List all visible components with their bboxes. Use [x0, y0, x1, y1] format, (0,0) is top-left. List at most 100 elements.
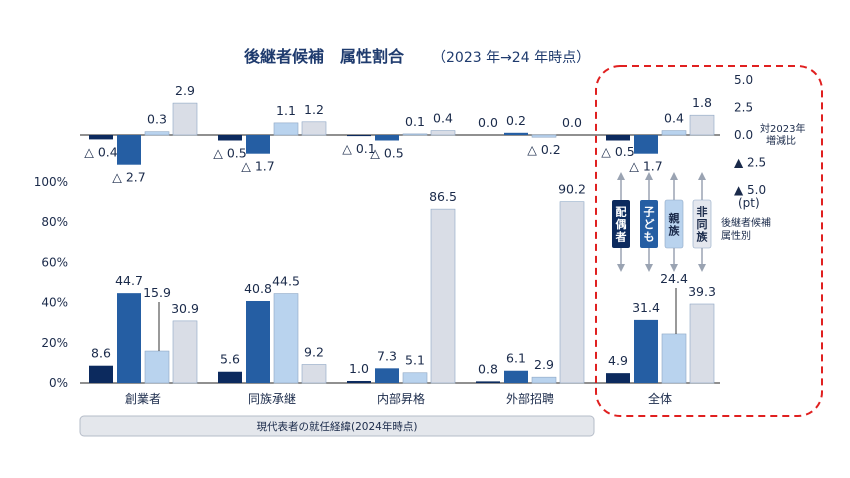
bar — [559, 201, 585, 384]
legend-label: 非同族 — [697, 205, 709, 244]
change-y-tick-label: ▲ 5.0 — [734, 183, 766, 197]
bar — [430, 208, 456, 384]
x-axis-label: 現代表者の就任経緯(2024年時点) — [257, 420, 418, 433]
y-tick-label: 80% — [41, 215, 68, 229]
y-tick-label: 40% — [41, 296, 68, 310]
change-unit-label: (pt) — [738, 196, 760, 210]
legend-label-char: 親 — [669, 211, 680, 225]
chart-subtitle: （2023 年→24 年時点） — [432, 50, 590, 66]
y-tick-label: 20% — [41, 336, 68, 350]
change-bar — [375, 135, 399, 141]
legend-swatch — [612, 200, 630, 248]
change-data-label: 0.4 — [433, 111, 453, 126]
legend-swatch — [640, 200, 658, 248]
x-axis-label-box — [79, 415, 595, 437]
change-bar — [347, 135, 371, 137]
category-label: 外部招聘 — [506, 391, 554, 406]
category-label: 全体 — [648, 391, 672, 406]
legend-label-char: 配 — [616, 205, 627, 219]
legend-label-char: 族 — [697, 230, 709, 244]
legend-label-char: 族 — [669, 223, 681, 237]
change-data-label: 0.0 — [562, 115, 582, 130]
change-data-label: △ 0.4 — [84, 144, 118, 159]
change-data-label: 0.2 — [506, 113, 526, 128]
legend-swatch — [664, 199, 684, 249]
change-bar — [606, 135, 630, 141]
legend-label-char: 同 — [697, 218, 708, 231]
change-bar — [218, 135, 242, 141]
data-label: 31.4 — [632, 300, 660, 315]
data-label: 30.9 — [171, 301, 199, 316]
y-tick-label: 60% — [41, 255, 68, 269]
bar — [402, 372, 428, 384]
change-data-label: 0.0 — [478, 115, 498, 130]
change-data-label: 1.2 — [304, 102, 324, 117]
category-label: 創業者 — [125, 392, 161, 406]
legend-label: 子ども — [644, 206, 655, 244]
bar — [375, 368, 399, 383]
change-y-tick-label: 5.0 — [734, 73, 753, 87]
change-data-label: 2.9 — [175, 83, 195, 98]
data-label: 86.5 — [429, 189, 457, 204]
data-label: 5.6 — [220, 352, 240, 367]
change-bar — [402, 133, 428, 136]
change-data-label: 0.4 — [664, 111, 684, 126]
change-bar — [89, 135, 113, 140]
data-label: 15.9 — [143, 285, 171, 300]
data-label: 2.9 — [534, 357, 554, 372]
change-bar — [634, 135, 658, 154]
y-tick-label: 100% — [34, 175, 68, 189]
change-y-tick-label: 2.5 — [734, 101, 753, 115]
change-y-tick-label: ▲ 2.5 — [734, 156, 766, 170]
legend-arrowhead — [670, 264, 678, 272]
legend-label: 配偶者 — [615, 205, 627, 244]
highlight-box — [595, 65, 823, 417]
legend-arrowhead — [698, 172, 706, 180]
legend-label-char: ど — [644, 218, 655, 231]
change-bar — [661, 130, 687, 136]
change-data-label: △ 1.7 — [629, 159, 662, 174]
legend-arrowhead — [645, 264, 653, 272]
bar — [246, 300, 270, 383]
change-data-label: 1.1 — [276, 103, 296, 118]
legend-arrowhead — [698, 264, 706, 272]
data-label: 0.8 — [478, 361, 498, 376]
legend-label-char: 偶 — [616, 217, 627, 231]
change-bar — [504, 132, 528, 135]
change-data-label: △ 1.7 — [241, 159, 274, 174]
change-bar — [531, 134, 557, 138]
change-data-label: △ 0.5 — [370, 146, 403, 161]
change-data-label: 1.8 — [692, 95, 712, 110]
data-label: 39.3 — [688, 284, 716, 299]
data-label: 5.1 — [405, 353, 425, 368]
y-tick-label: 0% — [49, 376, 68, 390]
legend-label-char: も — [644, 231, 655, 244]
share-panel: 0% 20% 40% 60% 80% 100% 創業者 同族承継 内部昇格 外部招聘 全体 8.6 5.… — [34, 175, 720, 406]
legend-arrowhead — [617, 172, 625, 180]
data-label: 8.6 — [91, 346, 111, 361]
legend-label: 親族 — [669, 211, 681, 238]
change-y-tick-label: 0.0 — [734, 128, 753, 142]
bar — [347, 380, 371, 383]
bar — [634, 319, 658, 383]
data-label: 44.5 — [272, 274, 300, 289]
data-label: 1.0 — [349, 361, 369, 376]
bar — [301, 364, 327, 384]
chart-title: 後継者候補 属性割合 — [244, 47, 405, 66]
change-bar — [689, 114, 715, 136]
legend-label-char: 非 — [697, 205, 708, 219]
bar — [504, 370, 528, 383]
data-label: 7.3 — [377, 348, 397, 363]
legend-caption: 属性別 — [721, 229, 751, 242]
change-data-label: △ 2.7 — [112, 170, 145, 185]
change-y-axis-label: 増減比 — [766, 134, 796, 147]
legend-label-char: 者 — [615, 230, 627, 244]
change-bar — [246, 135, 270, 154]
category-label: 同族承継 — [248, 391, 296, 406]
legend-arrowhead — [645, 172, 653, 180]
bar — [89, 365, 113, 383]
legend-caption: 後継者候補 — [721, 216, 771, 229]
